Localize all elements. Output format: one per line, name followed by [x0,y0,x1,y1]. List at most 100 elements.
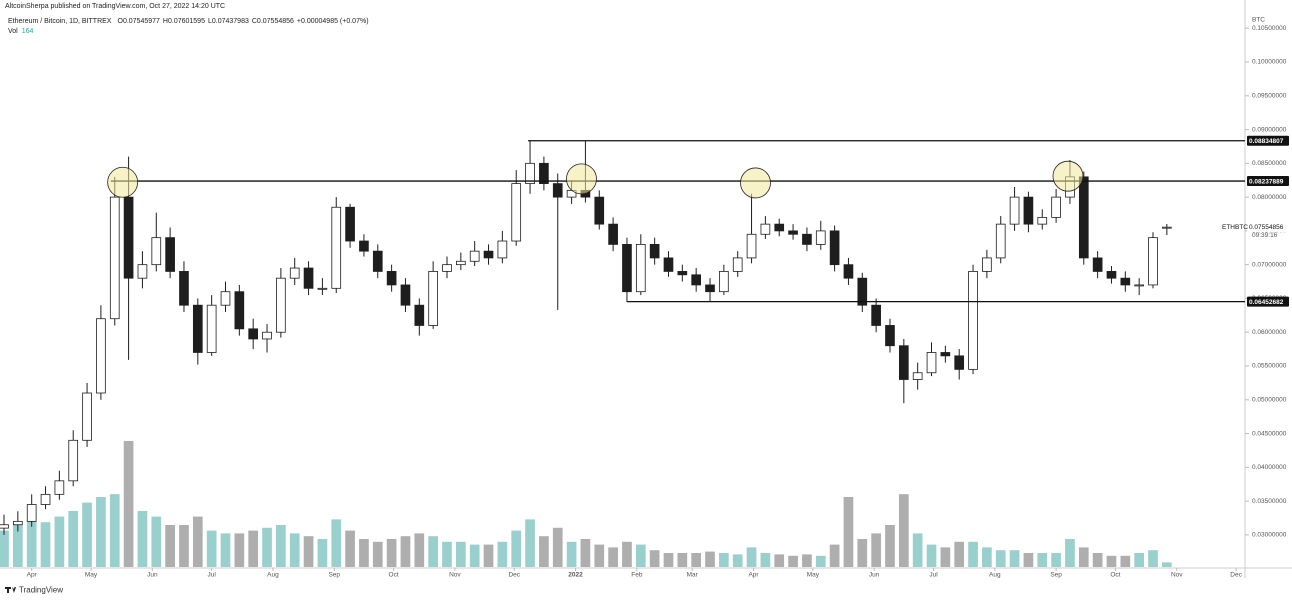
candle-body [912,372,923,380]
candle-body [109,196,120,320]
volume-bar [68,511,79,567]
open-value: 0.07545977 [123,18,160,25]
volume-bar [732,554,743,567]
candle-body [815,230,826,245]
volume-bar [1023,553,1034,567]
x-tick-label: Aug [267,572,279,579]
volume-bar [248,530,259,567]
candle-body [539,162,549,185]
candle-body [96,318,106,394]
volume-bar [414,533,425,567]
publisher: AltcoinSherpa published on TradingView.c… [5,3,225,10]
x-tick-label: Apr [748,572,759,579]
volume-bar [926,544,937,567]
candle-body [400,284,411,306]
candle-body [1051,196,1061,218]
candle-body [746,233,757,259]
volume-bar [912,533,923,567]
high-prefix: H [163,18,168,25]
legend-line: Ethereum / Bitcoin, 1D, BITTREX O0.075459… [8,18,369,25]
candle-body [0,524,9,529]
volume-bar [1065,539,1075,567]
candle-body [40,493,51,505]
volume-label: Vol [8,28,18,35]
volume-bar [109,494,120,567]
y-tick-label: 0.05500000 [1252,363,1287,370]
level-label-box [1247,135,1289,146]
candle-body [622,244,632,293]
volume-bar [372,541,383,567]
volume-bar [317,539,328,567]
candle-body [1009,196,1020,225]
volume-bar [746,547,757,567]
volume-bar [54,516,65,567]
volume-bar [428,536,438,567]
volume-bar [705,551,715,567]
candle-body [663,257,674,272]
candle-body [359,240,369,252]
volume-bar [96,497,106,567]
x-tick-label: Dec [1230,572,1242,579]
highlight-circle [1052,160,1084,192]
volume-bar [1078,547,1089,567]
candle-body [248,328,259,340]
volume-bar [788,555,798,567]
volume-bar [566,541,577,567]
candle-body [802,233,812,245]
volume-bar [483,544,494,567]
volume-bar [386,539,397,567]
candle-body [857,277,868,306]
candle-body [594,196,605,225]
volume-legend: Vol 164 [8,28,34,35]
volume-bar [954,541,965,567]
high-value: 0.07601595 [168,18,205,25]
candle-body [13,520,23,526]
candle-body [262,331,272,340]
candle-body [165,237,175,272]
volume-bar [663,553,674,567]
volume-bar [760,553,771,567]
currency: BTC [1252,17,1265,24]
volume-bar [220,533,231,567]
x-tick-label: Oct [389,572,399,579]
countdown: 09:39:16 [1252,232,1278,239]
candle-body [552,183,563,198]
candle-body [1134,284,1144,287]
y-tick-label: 0.10500000 [1252,25,1287,32]
volume-bar [0,530,9,567]
volume-bar [580,539,591,567]
x-tick-label: Jul [929,572,938,579]
x-tick-label: May [807,572,820,579]
candle-body [220,291,231,306]
candle-body [54,480,65,495]
volume-bar [843,497,854,567]
volume-bar [829,544,840,567]
x-tick-label: 2022 [568,572,583,579]
volume-bar [635,544,646,567]
x-tick-label: Sep [328,572,340,579]
volume-bar [857,539,868,567]
volume-bar [497,541,508,567]
y-tick-label: 0.06000000 [1252,329,1287,336]
candle-body [456,260,466,266]
candle-body [317,287,328,290]
highlight-circle [566,163,597,195]
x-tick-label: Mar [687,572,699,579]
volume-bar [359,539,369,567]
volume-bar [539,536,549,567]
volume-bar [262,527,272,567]
candle-body [760,223,771,235]
volume-bar [40,522,51,567]
y-tick-label: 0.04500000 [1252,430,1287,437]
candle-body [677,271,688,276]
candle-body [372,250,383,272]
candle-body [968,271,978,370]
volume-bar [802,554,812,567]
candle-body [331,206,342,289]
volume-bar [82,502,92,567]
volume-bar [276,525,286,567]
candle-body [898,345,909,380]
volume-bar [179,525,189,567]
volume-bar [940,547,951,567]
candle-body [719,271,729,293]
